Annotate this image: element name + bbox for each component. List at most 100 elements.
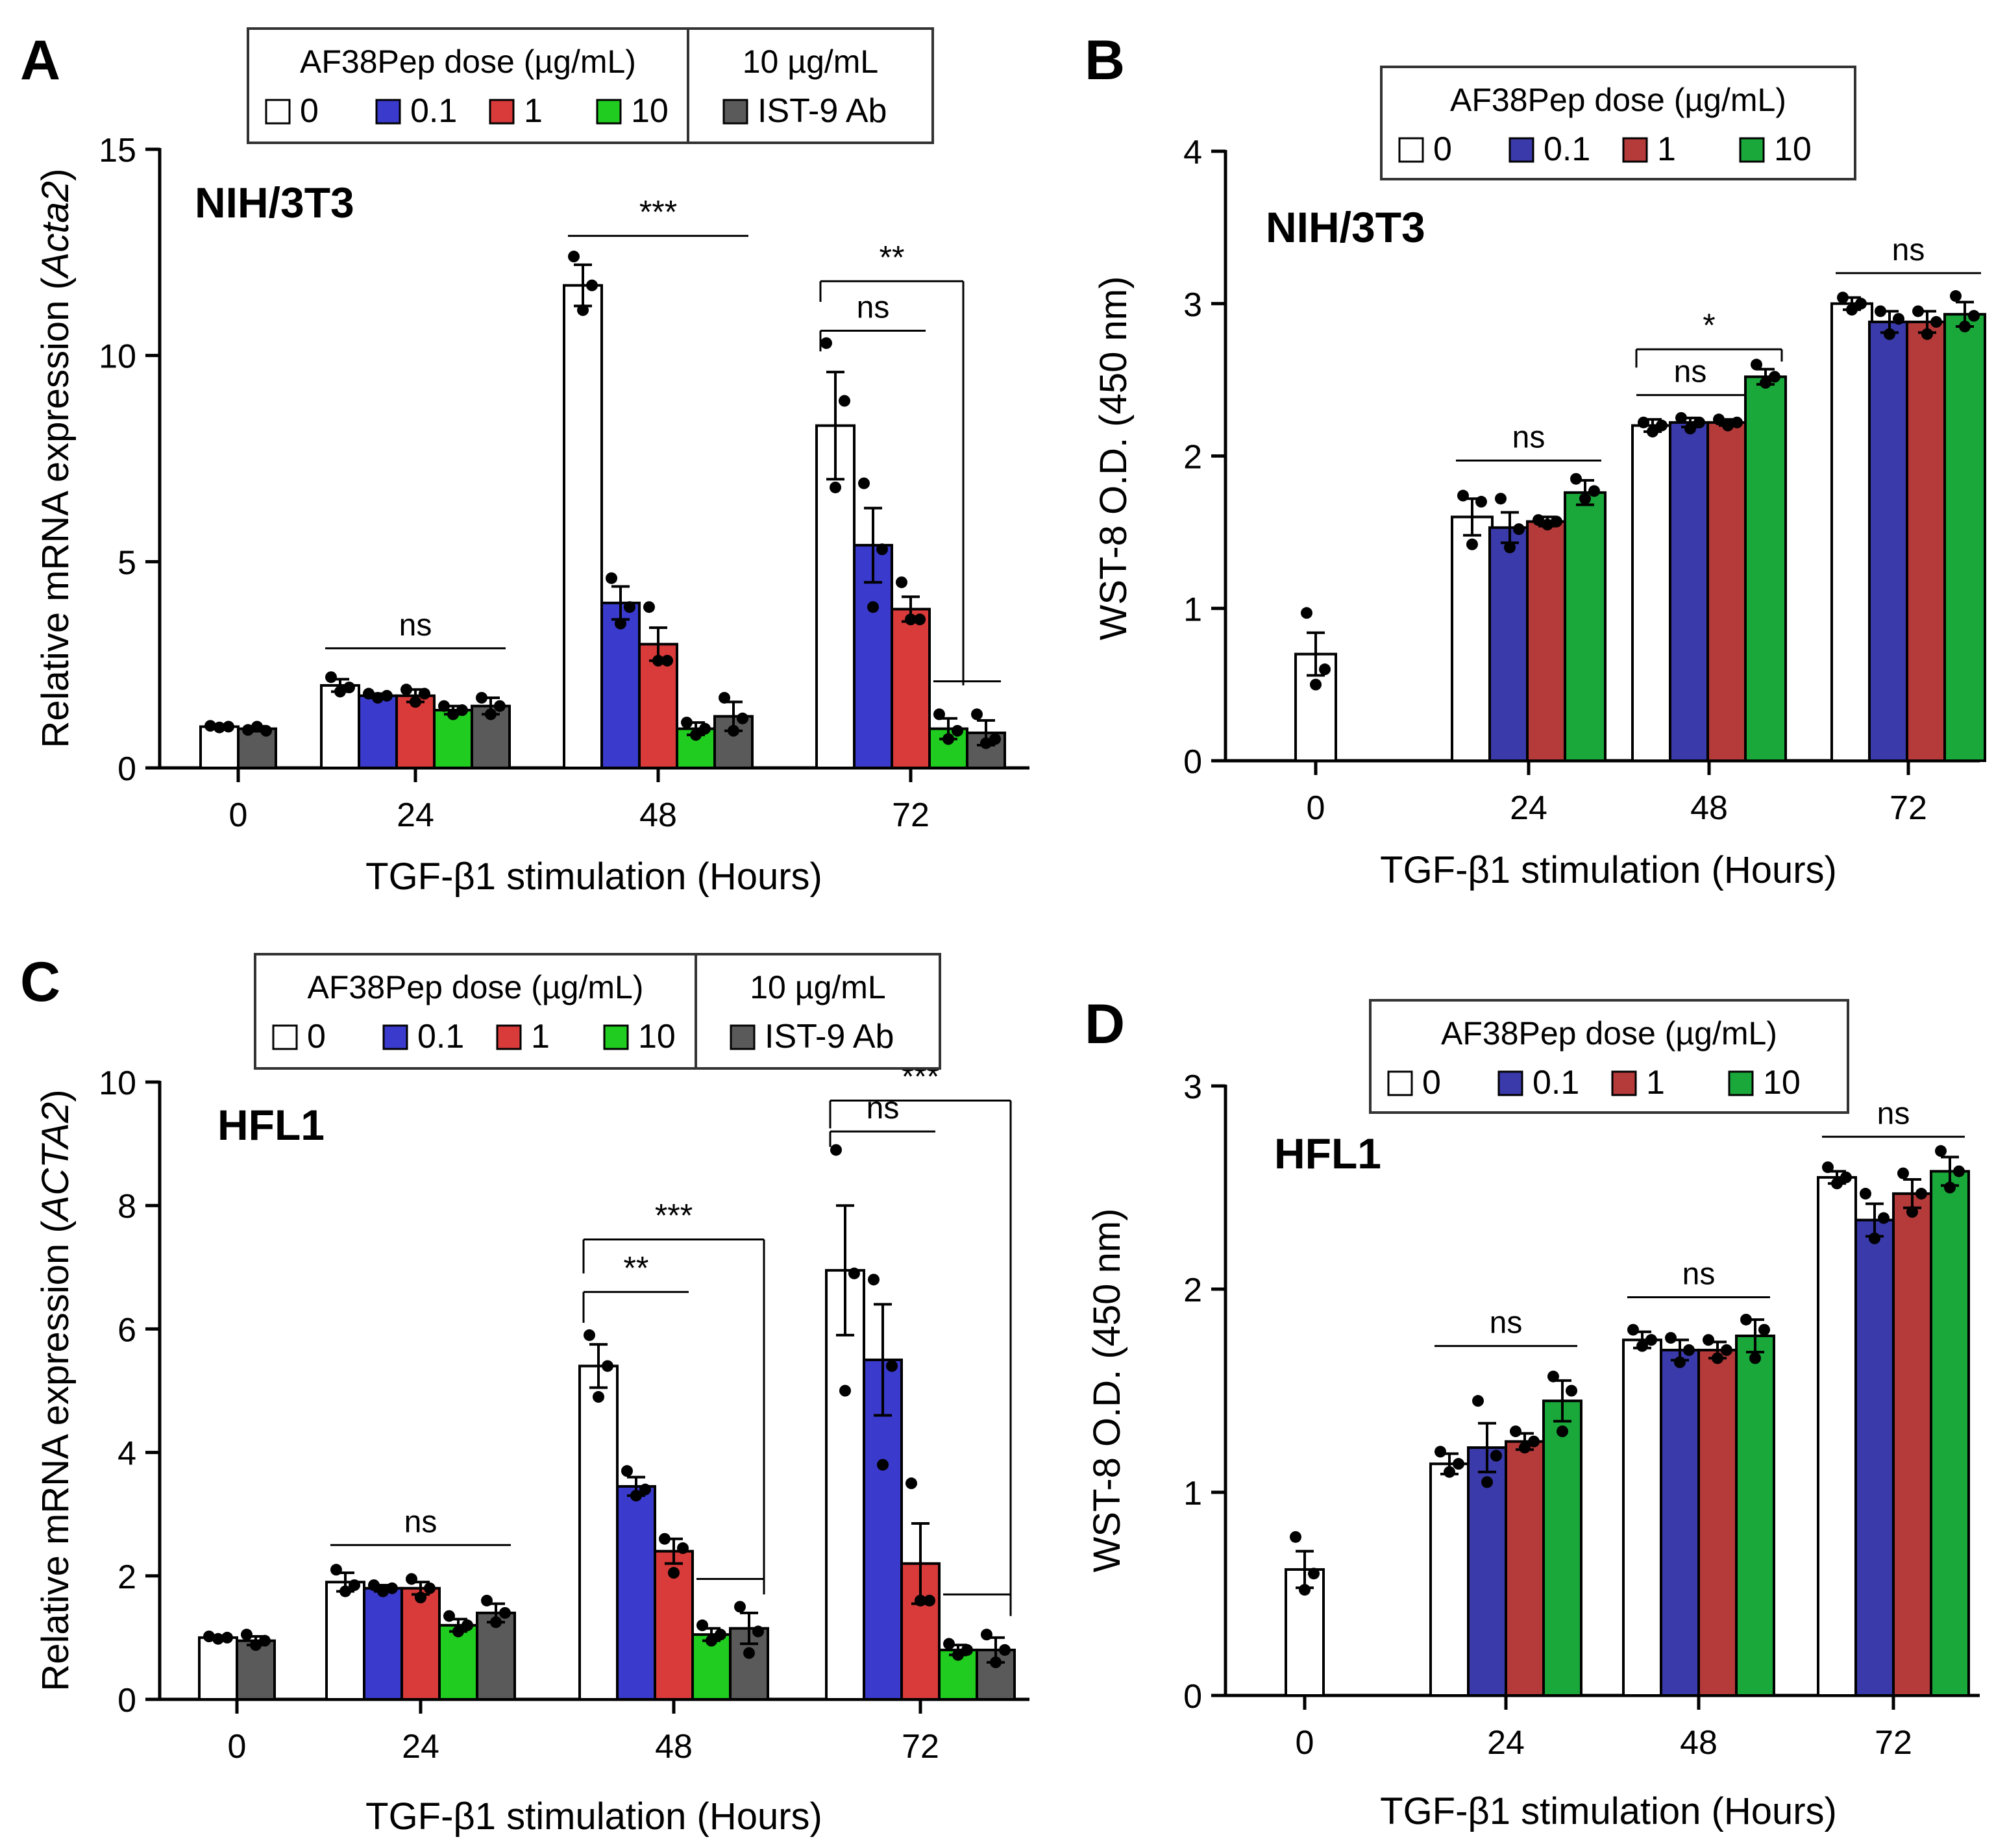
y-tick-label: 10 bbox=[99, 1065, 136, 1102]
bar bbox=[600, 601, 641, 769]
bar bbox=[1660, 1348, 1700, 1697]
data-point bbox=[424, 1582, 436, 1594]
data-point bbox=[1840, 1171, 1852, 1183]
data-point bbox=[896, 576, 907, 589]
panel-letter: C bbox=[20, 951, 60, 1013]
legend-label: 0.1 bbox=[410, 92, 457, 130]
data-point bbox=[1721, 1344, 1732, 1356]
y-tick-label: 2 bbox=[117, 1558, 136, 1596]
significance-label: ns bbox=[1674, 355, 1707, 389]
data-point bbox=[752, 1625, 764, 1638]
x-tick-label: 0 bbox=[229, 796, 248, 834]
bar bbox=[1943, 313, 1986, 762]
legend-swatch bbox=[596, 99, 622, 125]
legend-header: AF38Pep dose (µg/mL) bbox=[300, 43, 636, 80]
y-axis-label-text: Relative mRNA expression ( bbox=[34, 277, 77, 748]
legend: AF38Pep dose (µg/mL) 10 µg/mL 0 0.1 1 10 IST-9… bbox=[247, 27, 934, 144]
data-point bbox=[933, 708, 945, 721]
x-tick-label: 48 bbox=[639, 796, 677, 834]
bar bbox=[1830, 302, 1873, 762]
bar bbox=[1697, 1348, 1738, 1697]
data-point bbox=[443, 1610, 455, 1622]
x-axis-label: TGF-β1 stimulation (Hours) bbox=[1380, 849, 1837, 891]
data-point bbox=[1855, 297, 1867, 310]
data-point bbox=[1299, 1584, 1311, 1596]
data-point bbox=[706, 1634, 717, 1647]
legend-label: IST-9 Ab bbox=[757, 92, 887, 130]
data-point bbox=[221, 1631, 233, 1644]
data-point bbox=[1758, 1324, 1770, 1336]
data-point bbox=[1740, 1313, 1752, 1325]
data-point bbox=[485, 708, 497, 721]
panel-letter: D bbox=[1085, 993, 1125, 1055]
bar bbox=[1526, 520, 1569, 762]
data-point bbox=[681, 717, 693, 729]
legend-label: 10 bbox=[638, 1018, 676, 1055]
data-point bbox=[494, 700, 506, 712]
legend-swatch bbox=[1497, 1070, 1523, 1096]
data-point bbox=[1434, 1446, 1446, 1458]
bar bbox=[1488, 526, 1531, 763]
x-axis-label: TGF-β1 stimulation (Hours) bbox=[365, 1795, 822, 1838]
y-tick-label: 6 bbox=[117, 1311, 136, 1349]
bar bbox=[1735, 1334, 1775, 1697]
bar bbox=[325, 1581, 365, 1701]
data-point bbox=[1906, 1206, 1918, 1218]
bar bbox=[578, 1364, 619, 1701]
significance-label: ** bbox=[624, 1250, 649, 1286]
data-point bbox=[1713, 413, 1725, 426]
significance-label: ns bbox=[1877, 1096, 1910, 1131]
data-point bbox=[848, 1267, 860, 1279]
data-point bbox=[363, 687, 375, 700]
data-point bbox=[1769, 371, 1780, 383]
y-tick-label: 15 bbox=[99, 132, 136, 169]
data-point bbox=[1495, 493, 1507, 505]
data-point bbox=[1579, 493, 1591, 505]
data-point bbox=[699, 722, 711, 735]
data-point bbox=[203, 1630, 215, 1642]
data-point bbox=[1944, 1181, 1956, 1194]
legend-label: 10 bbox=[631, 92, 669, 130]
legend-swatch bbox=[1387, 1070, 1413, 1096]
bar bbox=[1906, 320, 1949, 763]
data-point bbox=[643, 601, 655, 613]
data-point bbox=[1319, 663, 1331, 676]
bar bbox=[1542, 1399, 1582, 1697]
data-point bbox=[952, 724, 963, 737]
data-point bbox=[1674, 1356, 1686, 1368]
data-point bbox=[1466, 538, 1478, 550]
data-point bbox=[1930, 315, 1942, 328]
data-point bbox=[1831, 1177, 1843, 1190]
x-tick-label: 48 bbox=[1690, 789, 1728, 827]
data-point bbox=[499, 1607, 511, 1619]
data-point bbox=[999, 1644, 1011, 1656]
data-point bbox=[868, 1274, 880, 1286]
data-point bbox=[1647, 425, 1658, 437]
data-point bbox=[386, 1582, 398, 1594]
data-point bbox=[1684, 423, 1696, 435]
data-point bbox=[719, 691, 730, 704]
y-axis-label-close: ) bbox=[34, 169, 77, 181]
x-tick-label: 72 bbox=[1875, 1724, 1912, 1762]
data-point bbox=[1547, 1370, 1559, 1383]
x-tick-label: 0 bbox=[1296, 1724, 1314, 1762]
bar bbox=[358, 694, 398, 769]
significance-label: ** bbox=[880, 239, 905, 275]
data-point bbox=[334, 685, 346, 698]
significance-label: ns bbox=[867, 1091, 900, 1126]
bar bbox=[1892, 1192, 1932, 1697]
data-point bbox=[952, 1649, 964, 1661]
data-point bbox=[1837, 291, 1849, 304]
data-point bbox=[961, 1644, 973, 1656]
legend-label: 1 bbox=[524, 92, 543, 130]
legend-label: 0 bbox=[300, 92, 319, 130]
y-tick-label: 2 bbox=[1183, 439, 1202, 476]
x-tick-label: 0 bbox=[1307, 789, 1325, 827]
data-point bbox=[1588, 485, 1600, 497]
x-tick-label: 72 bbox=[1890, 789, 1927, 827]
data-point bbox=[621, 1465, 633, 1477]
data-point bbox=[410, 696, 421, 708]
data-point bbox=[1453, 1458, 1464, 1470]
data-point bbox=[368, 1579, 380, 1592]
